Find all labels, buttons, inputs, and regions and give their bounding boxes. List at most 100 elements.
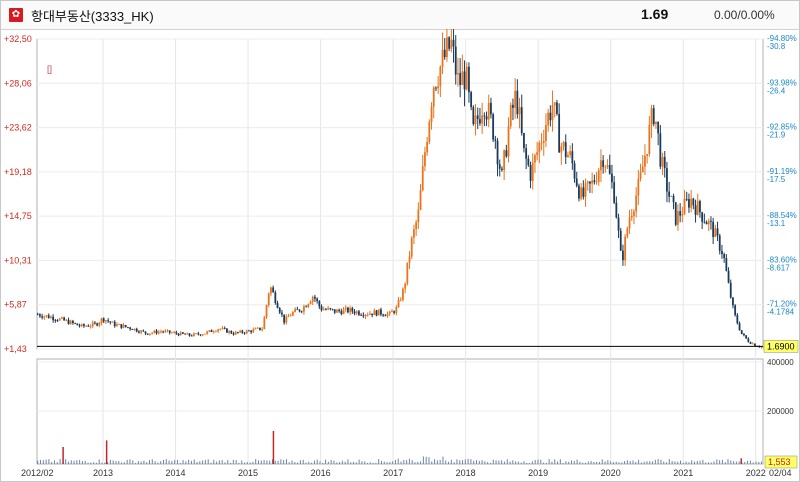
candle-body: [243, 332, 246, 334]
candle-body: [474, 115, 477, 125]
candle-body: [177, 333, 180, 336]
candle-body: [300, 311, 303, 313]
candle-body: [204, 333, 206, 335]
candle-body: [298, 309, 301, 312]
candle-body: [498, 164, 501, 169]
candle-body: [252, 329, 255, 333]
candle-body: [212, 331, 215, 333]
candle-body: [270, 287, 272, 294]
price-tick-label: +32,50: [4, 34, 32, 44]
x-tick-label: 2017: [383, 468, 403, 478]
last-volume-label: 1,553: [768, 457, 791, 467]
candle-body: [219, 328, 222, 330]
candle-body: [228, 330, 231, 333]
candle-body: [305, 306, 308, 308]
candle-body: [509, 104, 512, 127]
candle-body: [413, 229, 415, 238]
candle-body: [529, 164, 532, 181]
candle-body: [190, 335, 193, 337]
candle-body: [195, 333, 198, 335]
candle-body: [369, 313, 371, 315]
candle-body: [171, 332, 173, 334]
candle-body: [58, 318, 61, 321]
last-price-badge: [763, 340, 799, 353]
candle-body: [437, 86, 440, 89]
candle-body: [102, 318, 105, 322]
candle-body: [397, 300, 400, 308]
candle-body: [677, 211, 679, 225]
candle-body: [679, 211, 682, 216]
candle-body: [340, 311, 343, 314]
candle-body: [751, 343, 754, 345]
candle-body: [600, 160, 602, 171]
candle-body: [210, 330, 213, 333]
candle-body: [461, 71, 464, 85]
candle-body: [745, 335, 748, 339]
candle-body: [740, 330, 743, 334]
price-tick-label: +1,43: [4, 344, 27, 354]
candle-body: [309, 301, 312, 305]
candle-body: [63, 317, 66, 321]
candle-body: [496, 140, 499, 165]
candle-body: [463, 71, 466, 90]
candle-body: [516, 90, 519, 115]
candle-body: [320, 306, 323, 311]
axes: 2013 2014 2015 2016 2017 2018 2019 2020 2021 2022…: [4, 34, 799, 478]
candle-body: [135, 328, 138, 332]
candle-body: [567, 155, 569, 158]
candle-body: [564, 142, 567, 158]
candle-body: [380, 309, 382, 315]
volume-plot: [37, 430, 763, 464]
candle-body: [494, 139, 497, 141]
candle-body: [100, 318, 103, 323]
candle-body: [613, 182, 616, 203]
pct-tick-label: -88.54%: [767, 211, 797, 220]
candle-body: [527, 158, 530, 165]
candle-body: [725, 258, 728, 271]
candle-body: [551, 105, 554, 121]
candle-body: [615, 202, 618, 218]
volume-tick-label: 400000: [767, 358, 794, 367]
candle-body: [637, 178, 640, 196]
candle-body: [250, 330, 253, 333]
candle-body: [388, 311, 391, 314]
candle-body: [355, 311, 358, 314]
candle-body: [589, 181, 591, 184]
candle-body: [98, 322, 101, 326]
candle-body: [611, 173, 613, 183]
candle-body: [265, 305, 268, 318]
candle-body: [439, 66, 442, 87]
candle-body: [360, 314, 363, 316]
candle-body: [604, 166, 607, 168]
candle-body: [221, 327, 224, 329]
candle-body: [142, 330, 145, 332]
candle-body: [322, 309, 325, 311]
candle-body: [124, 325, 127, 327]
candle-body: [593, 180, 596, 183]
candle-body: [69, 320, 72, 325]
candle-body: [597, 170, 600, 182]
x-start-label: 2012/02: [21, 468, 54, 478]
candle-body: [197, 333, 200, 335]
candle-body: [56, 320, 59, 322]
pct-tick-label: -91.19%: [767, 167, 797, 176]
candle-body: [617, 217, 620, 231]
candle-body: [318, 300, 321, 307]
candle-body: [428, 121, 431, 143]
candle-body: [582, 187, 585, 197]
candle-body: [705, 222, 708, 225]
chart-area[interactable]: 2013 2014 2015 2016 2017 2018 2019 2020 2021 2022…: [1, 29, 799, 481]
price-tick-label: +23,62: [4, 123, 32, 133]
candle-body: [624, 236, 627, 261]
candle-body: [536, 152, 539, 156]
candle-body: [549, 112, 552, 121]
candle-body: [747, 338, 750, 343]
candle-body: [83, 324, 85, 327]
candle-body: [259, 327, 261, 330]
candle-body: [358, 311, 360, 315]
candle-body: [639, 172, 642, 179]
candle-body: [153, 330, 156, 333]
candle-body: [327, 308, 330, 310]
candle-body: [626, 228, 629, 237]
candle-body: [492, 114, 495, 140]
